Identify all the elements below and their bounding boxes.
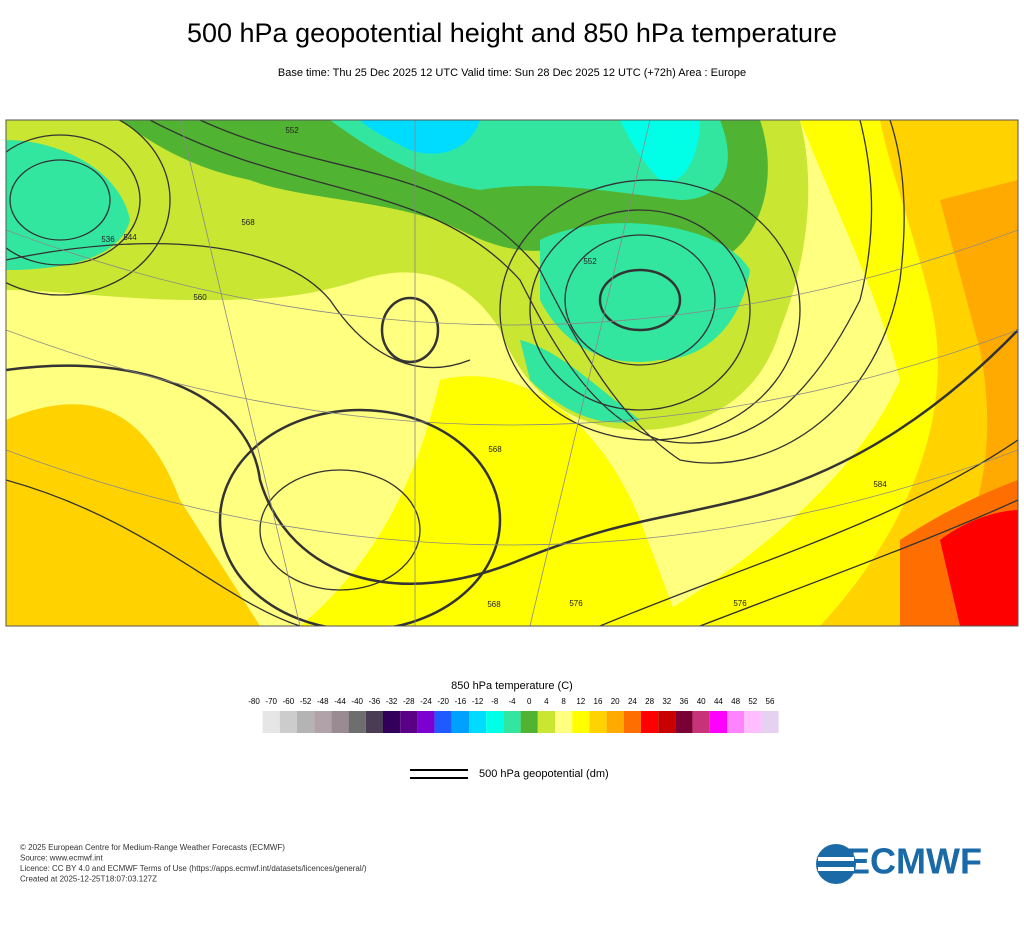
colorbar-tick-label: 32 <box>662 697 671 706</box>
colorbar-tick-label: 4 <box>544 697 549 706</box>
colorbar-box <box>451 711 469 733</box>
colorbar-tick-label: 8 <box>561 697 566 706</box>
colorbar-tick-label: -32 <box>386 697 398 706</box>
contour-label: 568 <box>487 600 501 609</box>
colorbar-tick-label: -48 <box>317 697 329 706</box>
colorbar-tick-label: -24 <box>420 697 432 706</box>
legend-title: 850 hPa temperature (C) <box>451 680 573 692</box>
colorbar-tick-label: 52 <box>748 697 757 706</box>
logo-icon <box>816 844 856 884</box>
title: 500 hPa geopotential height and 850 hPa … <box>187 18 837 48</box>
colorbar-box <box>727 711 745 733</box>
footer-line: © 2025 European Centre for Medium-Range … <box>20 843 285 852</box>
colorbar-box <box>641 711 659 733</box>
colorbar-tick-label: -4 <box>508 697 516 706</box>
colorbar-tick-label: -52 <box>300 697 312 706</box>
colorbar-tick-label: -36 <box>369 697 381 706</box>
colorbar-box <box>348 711 366 733</box>
colorbar-box <box>606 711 624 733</box>
colorbar-box <box>434 711 452 733</box>
colorbar-box <box>365 711 383 733</box>
colorbar-box <box>417 711 435 733</box>
footer-line: Source: www.ecmwf.int <box>20 854 103 863</box>
legend-line-label: 500 hPa geopotential (dm) <box>479 768 609 780</box>
colorbar-box <box>279 711 297 733</box>
colorbar-tick-label: -60 <box>283 697 295 706</box>
colorbar-tick-label: -16 <box>455 697 467 706</box>
colorbar-box <box>761 711 779 733</box>
colorbar-tick-label: 16 <box>594 697 603 706</box>
colorbar-box <box>383 711 401 733</box>
contour-label: 584 <box>873 480 887 489</box>
colorbar-tick-label: -28 <box>403 697 415 706</box>
subtitle: Base time: Thu 25 Dec 2025 12 UTC Valid … <box>278 67 746 79</box>
colorbar-box <box>262 711 280 733</box>
colorbar-tick-label: -44 <box>334 697 346 706</box>
colorbar-box <box>692 711 710 733</box>
colorbar-box <box>658 711 676 733</box>
colorbar-box <box>331 711 349 733</box>
contour-label: 544 <box>123 233 137 242</box>
colorbar-tick-label: -20 <box>437 697 449 706</box>
contour-label: 536 <box>101 235 115 244</box>
colorbar-box <box>400 711 418 733</box>
colorbar-tick-label: 12 <box>576 697 585 706</box>
colorbar-tick-label: 40 <box>697 697 706 706</box>
colorbar-tick-label: -70 <box>265 697 277 706</box>
colorbar-tick-label: -12 <box>472 697 484 706</box>
colorbar-tick-label: 48 <box>731 697 740 706</box>
colorbar-tick-label: 56 <box>766 697 775 706</box>
colorbar-box <box>744 711 762 733</box>
colorbar-tick-label: 24 <box>628 697 637 706</box>
logo: ECMWF <box>846 841 982 882</box>
map-frame <box>5 119 1019 627</box>
colorbar-tick-label: 0 <box>527 697 532 706</box>
colorbar-tick-label: -40 <box>351 697 363 706</box>
contour-label: 568 <box>241 218 255 227</box>
colorbar-box <box>469 711 487 733</box>
colorbar-box <box>589 711 607 733</box>
colorbar-tick-label: 44 <box>714 697 723 706</box>
colorbar-box <box>709 711 727 733</box>
colorbar-box <box>555 711 573 733</box>
colorbar-box <box>675 711 693 733</box>
colorbar-box <box>572 711 590 733</box>
colorbar-box <box>503 711 521 733</box>
footer-line: Created at 2025-12-25T18:07:03.127Z <box>20 875 157 884</box>
colorbar-tick-label: -8 <box>491 697 499 706</box>
contour-label: 576 <box>733 599 747 608</box>
colorbar-box <box>486 711 504 733</box>
colorbar-box <box>314 711 332 733</box>
colorbar-box <box>537 711 555 733</box>
contour-label: 576 <box>569 599 583 608</box>
contour-label: 560 <box>193 293 207 302</box>
contour-label: 568 <box>488 445 502 454</box>
colorbar-tick-label: 28 <box>645 697 654 706</box>
map: 568 552 544 536 576 560 568 576 584 552 568 <box>6 120 1018 626</box>
colorbar-tick-label: 20 <box>611 697 620 706</box>
colorbar-tick-label: -80 <box>248 697 260 706</box>
footer-line: Licence: CC BY 4.0 and ECMWF Terms of Us… <box>20 864 367 873</box>
colorbar-box <box>297 711 315 733</box>
contour-label: 552 <box>285 126 299 135</box>
colorbar-tick-label: 36 <box>680 697 689 706</box>
colorbar-box <box>623 711 641 733</box>
colorbar-box <box>520 711 538 733</box>
contour-label: 552 <box>583 257 597 266</box>
